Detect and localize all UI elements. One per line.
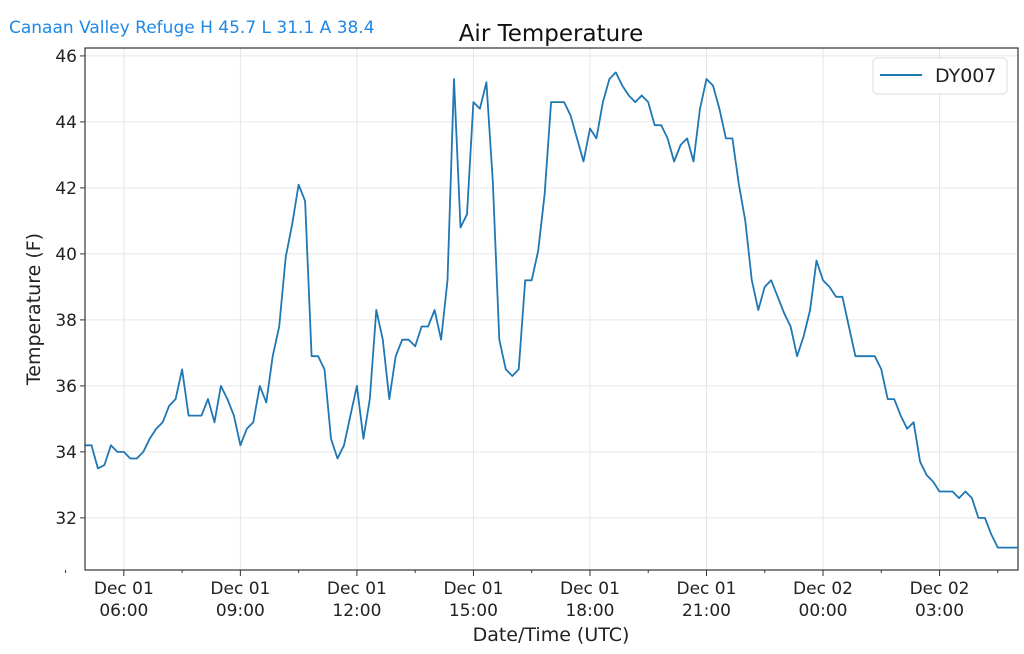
chart-title: Air Temperature (459, 21, 644, 47)
y-tick-label: 32 (55, 509, 77, 529)
x-tick-date: Dec 01 (677, 579, 737, 599)
y-tick-label: 42 (55, 179, 77, 199)
y-axis-label: Temperature (F) (23, 233, 45, 386)
legend-label: DY007 (935, 65, 996, 87)
series-line-dy007 (85, 71, 1018, 549)
x-tick-date: Dec 01 (443, 579, 503, 599)
y-tick-label: 44 (55, 113, 77, 133)
x-tick-time: 09:00 (216, 601, 265, 621)
y-tick-label: 40 (55, 245, 77, 265)
x-tick-time: 03:00 (915, 601, 964, 621)
x-tick-date: Dec 01 (94, 579, 154, 599)
x-tick-time: 21:00 (682, 601, 731, 621)
plot-frame (84, 47, 1019, 571)
x-tick-date: Dec 02 (793, 579, 853, 599)
y-tick-label: 38 (55, 311, 77, 331)
x-tick-time: 06:00 (99, 601, 148, 621)
grid (85, 48, 1018, 570)
x-tick-time: 15:00 (449, 601, 498, 621)
x-tick-time: 18:00 (565, 601, 614, 621)
station-summary: Canaan Valley Refuge H 45.7 L 31.1 A 38.… (9, 18, 375, 38)
x-tick-date: Dec 01 (210, 579, 270, 599)
x-tick-time: 12:00 (332, 601, 381, 621)
y-tick-label: 34 (55, 443, 77, 463)
x-tick-date: Dec 01 (327, 579, 387, 599)
legend: DY007 (872, 57, 1008, 95)
x-tick-time: 00:00 (799, 601, 848, 621)
x-tick-date: Dec 02 (910, 579, 970, 599)
y-tick-label: 36 (55, 377, 77, 397)
x-tick-date: Dec 01 (560, 579, 620, 599)
x-axis-label: Date/Time (UTC) (473, 624, 630, 646)
y-tick-label: 46 (55, 47, 77, 67)
